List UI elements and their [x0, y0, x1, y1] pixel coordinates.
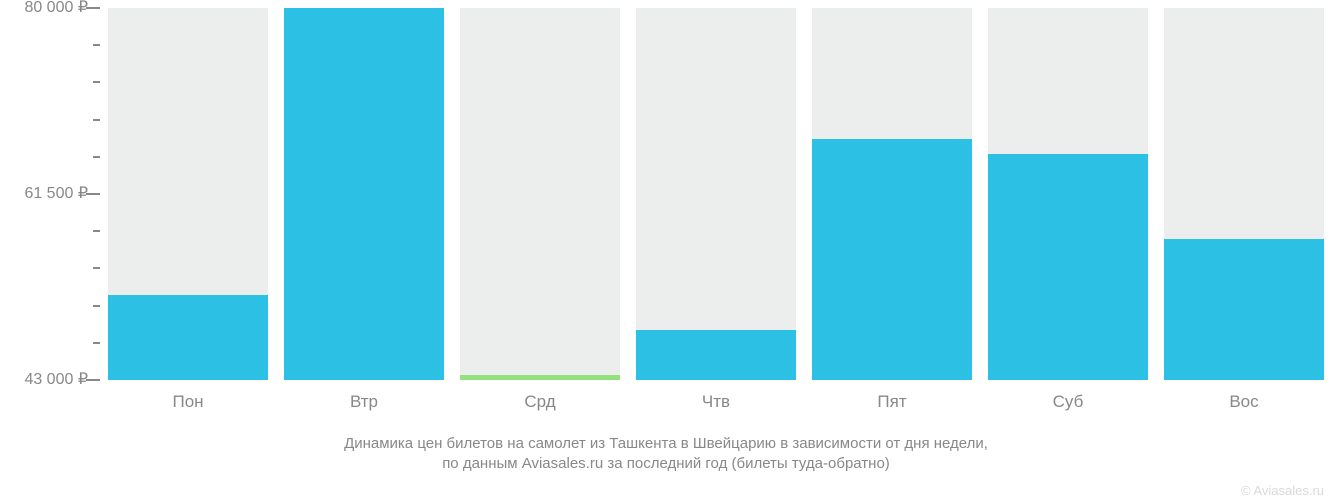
bar-Суб: [988, 154, 1148, 380]
bar-Пят: [812, 139, 972, 380]
x-label: Вос: [1164, 392, 1324, 412]
y-tick-major: [86, 193, 100, 195]
bar-bg: [460, 8, 620, 380]
x-label: Чтв: [636, 392, 796, 412]
y-tick-label: 80 000 ₽: [8, 0, 88, 16]
y-tick-minor: [93, 267, 100, 269]
price-by-weekday-chart: 80 000 ₽ 61 500 ₽ 43 000 ₽ Пон Втр Срд Чтв Пят…: [0, 0, 1332, 502]
chart-caption-line2: по данным Aviasales.ru за последний год …: [0, 454, 1332, 474]
watermark: © Aviasales.ru: [1241, 483, 1324, 498]
y-tick-major: [86, 379, 100, 381]
y-tick-label: 61 500 ₽: [8, 186, 88, 202]
x-label: Пон: [108, 392, 268, 412]
y-tick-minor: [93, 305, 100, 307]
bar-Втр: [284, 8, 444, 380]
bar-Срд: [460, 375, 620, 380]
y-tick-minor: [93, 156, 100, 158]
y-tick-minor: [93, 342, 100, 344]
y-tick-label: 43 000 ₽: [8, 372, 88, 388]
y-tick-minor: [93, 81, 100, 83]
y-tick-minor: [93, 119, 100, 121]
x-label: Срд: [460, 392, 620, 412]
x-label: Суб: [988, 392, 1148, 412]
bar-Пон: [108, 295, 268, 380]
x-label: Втр: [284, 392, 444, 412]
bar-Вос: [1164, 239, 1324, 380]
bar-bg: [636, 8, 796, 380]
x-label: Пят: [812, 392, 972, 412]
chart-caption-line1: Динамика цен билетов на самолет из Ташке…: [0, 434, 1332, 454]
y-tick-minor: [93, 230, 100, 232]
plot-area: [100, 8, 1322, 380]
y-tick-major: [86, 7, 100, 9]
bar-Чтв: [636, 330, 796, 380]
y-tick-minor: [93, 44, 100, 46]
